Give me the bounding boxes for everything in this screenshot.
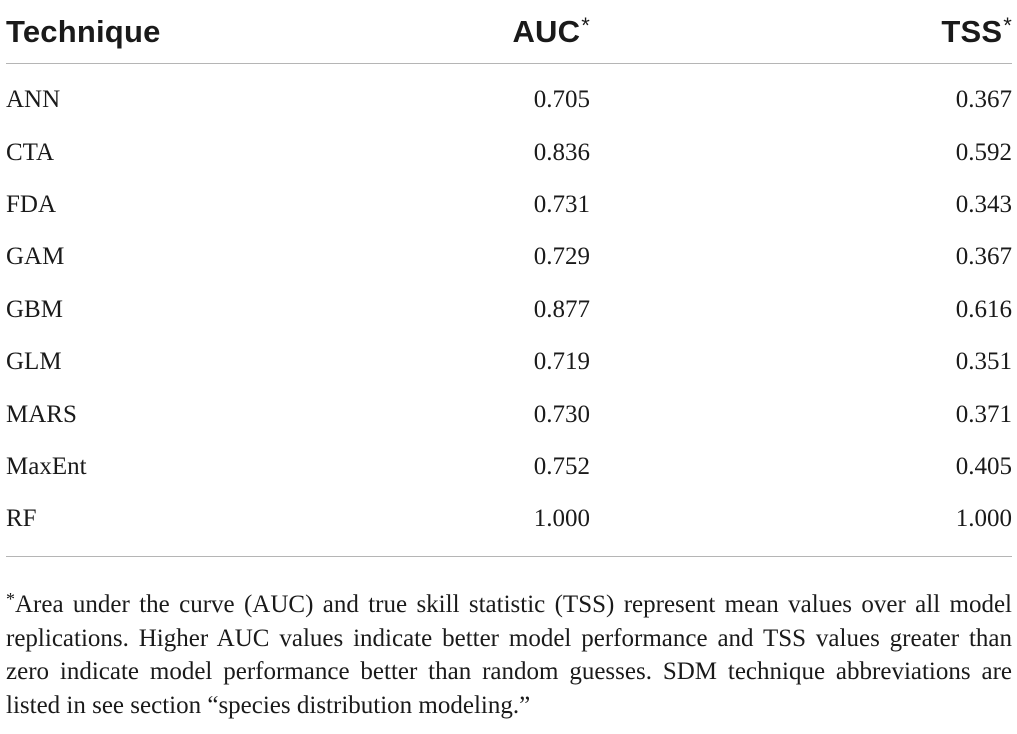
cell-tss: 1.000 <box>955 505 1012 533</box>
header-tss-label: TSS <box>941 14 1003 49</box>
table-row: MaxEnt 0.752 0.405 <box>6 441 1012 493</box>
table-header: Technique AUC* TSS* <box>6 0 1012 64</box>
header-tss-footnote-marker: * <box>1003 13 1012 38</box>
cell-technique: FDA <box>6 190 57 218</box>
cell-auc: 1.000 <box>533 505 590 533</box>
table-row: GAM 0.729 0.367 <box>6 231 1012 283</box>
table-row: CTA 0.836 0.592 <box>6 126 1012 178</box>
header-auc-label: AUC <box>512 14 581 49</box>
table-row: MARS 0.730 0.371 <box>6 388 1012 440</box>
cell-tss: 0.592 <box>955 138 1012 166</box>
cell-tss: 0.405 <box>955 452 1012 480</box>
header-technique: Technique <box>6 0 338 64</box>
model-performance-table: Technique AUC* TSS* ANN 0.705 0.367 CTA 0.83… <box>6 0 1012 556</box>
cell-technique: MARS <box>6 400 77 428</box>
cell-tss: 0.616 <box>955 295 1012 323</box>
cell-tss: 0.371 <box>955 400 1012 428</box>
header-tss: TSS* <box>590 0 1012 64</box>
cell-tss: 0.367 <box>955 86 1012 114</box>
table-row: ANN 0.705 0.367 <box>6 64 1012 127</box>
table-body: ANN 0.705 0.367 CTA 0.836 0.592 FDA 0.731 0.343 G… <box>6 64 1012 556</box>
results-table-container: Technique AUC* TSS* ANN 0.705 0.367 CTA 0.83… <box>6 0 1012 557</box>
header-row: Technique AUC* TSS* <box>6 0 1012 64</box>
cell-auc: 0.836 <box>533 138 590 166</box>
table-row: GBM 0.877 0.616 <box>6 284 1012 336</box>
header-auc-footnote-marker: * <box>581 13 590 38</box>
cell-tss: 0.343 <box>955 190 1012 218</box>
cell-auc: 0.719 <box>533 348 590 376</box>
footnote-text: Area under the curve (AUC) and true skil… <box>6 591 1012 719</box>
cell-technique: GLM <box>6 348 62 376</box>
cell-tss: 0.351 <box>955 348 1012 376</box>
cell-technique: GAM <box>6 243 65 271</box>
cell-tss: 0.367 <box>955 243 1012 271</box>
cell-technique: ANN <box>6 86 61 114</box>
cell-technique: MaxEnt <box>6 452 87 480</box>
header-technique-label: Technique <box>6 13 161 49</box>
footnote-marker: * <box>6 589 15 609</box>
cell-technique: RF <box>6 505 37 533</box>
cell-technique: GBM <box>6 295 63 323</box>
table-row: RF 1.000 1.000 <box>6 493 1012 555</box>
header-auc: AUC* <box>338 0 590 64</box>
cell-auc: 0.705 <box>533 86 590 114</box>
cell-auc: 0.730 <box>533 400 590 428</box>
table-row: FDA 0.731 0.343 <box>6 179 1012 231</box>
cell-auc: 0.877 <box>533 295 590 323</box>
table-footnote: *Area under the curve (AUC) and true ski… <box>6 583 1012 722</box>
cell-auc: 0.731 <box>533 190 590 218</box>
table-bottom-rule <box>6 555 1012 557</box>
cell-technique: CTA <box>6 138 54 166</box>
cell-auc: 0.729 <box>533 243 590 271</box>
cell-auc: 0.752 <box>533 452 590 480</box>
table-row: GLM 0.719 0.351 <box>6 336 1012 388</box>
